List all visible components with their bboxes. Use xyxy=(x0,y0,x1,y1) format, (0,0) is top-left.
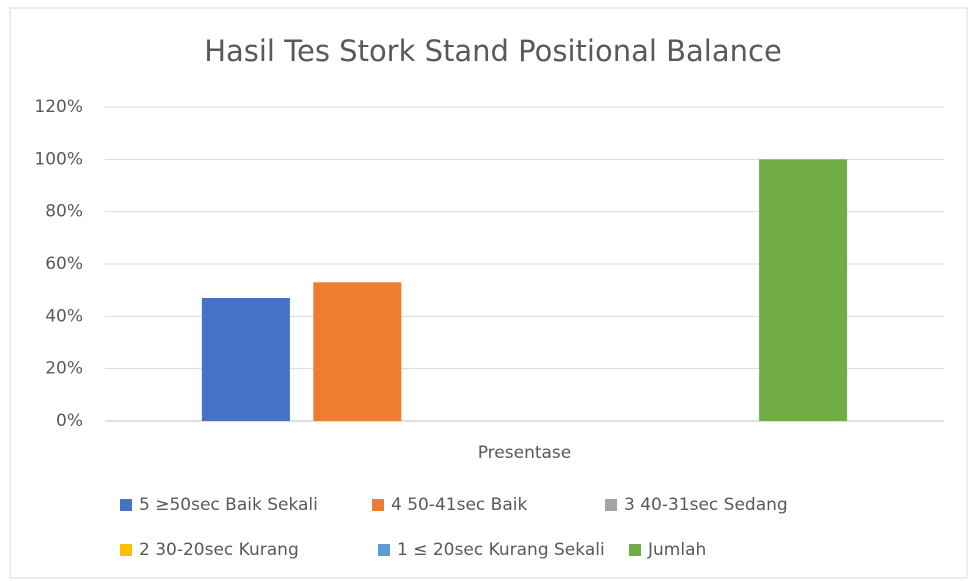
legend-swatch xyxy=(378,544,390,556)
x-tick-label: Presentase xyxy=(478,443,572,463)
legend-label: 5 ≥50sec Baik Sekali xyxy=(139,495,318,515)
y-tick-label: 80% xyxy=(45,202,83,222)
y-tick-label: 60% xyxy=(45,254,83,274)
bar xyxy=(759,159,848,422)
y-tick-label: 40% xyxy=(45,306,83,326)
y-tick-label: 100% xyxy=(34,149,83,169)
legend-swatch xyxy=(629,544,641,556)
legend-label: Jumlah xyxy=(647,540,706,560)
bar xyxy=(201,298,290,421)
legend-label: 4 50-41sec Baik xyxy=(391,495,527,515)
legend-swatch xyxy=(120,544,132,556)
y-tick-label: 0% xyxy=(56,411,83,431)
legend-swatch xyxy=(372,499,384,511)
y-tick-label: 120% xyxy=(34,97,83,117)
chart-title: Hasil Tes Stork Stand Positional Balance xyxy=(204,34,782,68)
legend-label: 1 ≤ 20sec Kurang Sekali xyxy=(397,540,605,560)
legend-label: 3 40-31sec Sedang xyxy=(624,495,788,515)
legend-swatch xyxy=(120,499,132,511)
bar xyxy=(313,282,402,421)
y-tick-label: 20% xyxy=(45,359,83,379)
legend-label: 2 30-20sec Kurang xyxy=(139,540,299,560)
legend-swatch xyxy=(605,499,617,511)
